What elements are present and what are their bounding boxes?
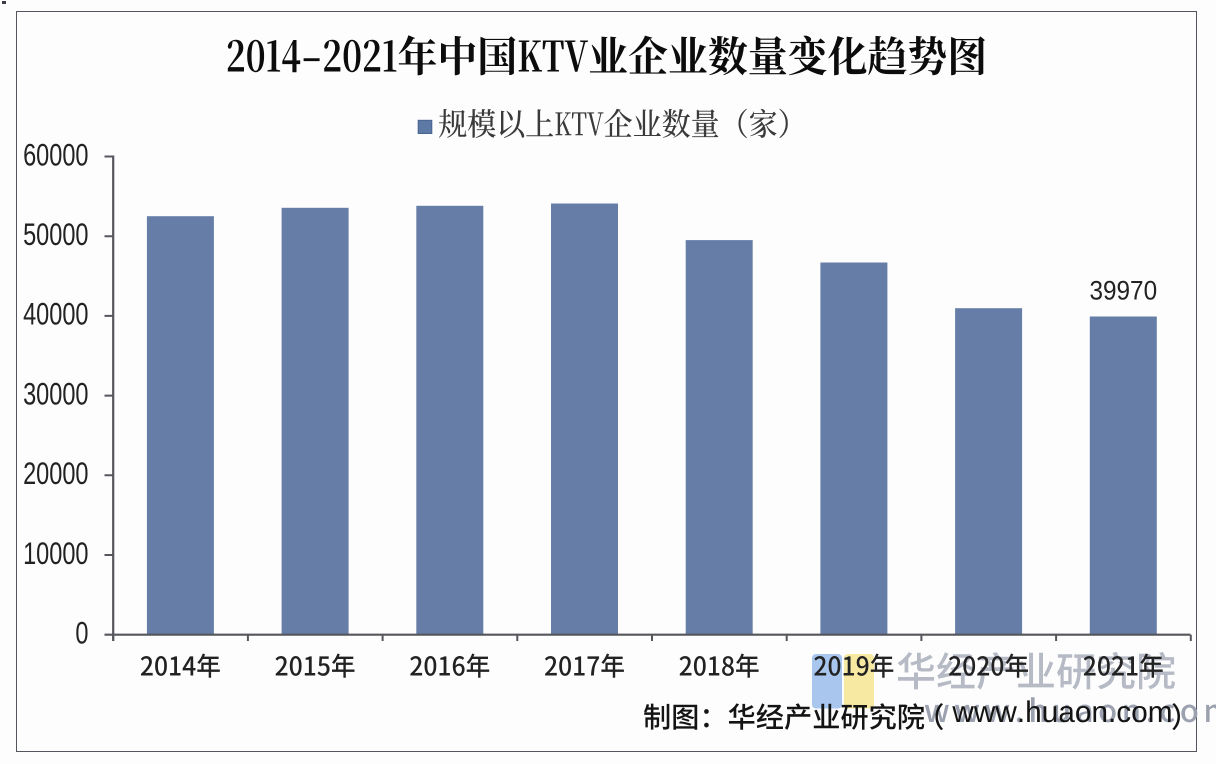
- svg-text:30000: 30000: [23, 376, 88, 411]
- svg-text:60000: 60000: [23, 137, 88, 172]
- svg-text:20000: 20000: [23, 456, 88, 491]
- svg-text:10000: 10000: [23, 535, 88, 570]
- svg-text:50000: 50000: [23, 217, 88, 252]
- svg-text:40000: 40000: [23, 296, 88, 331]
- svg-text:39970: 39970: [1090, 276, 1158, 305]
- svg-text:0: 0: [75, 615, 88, 650]
